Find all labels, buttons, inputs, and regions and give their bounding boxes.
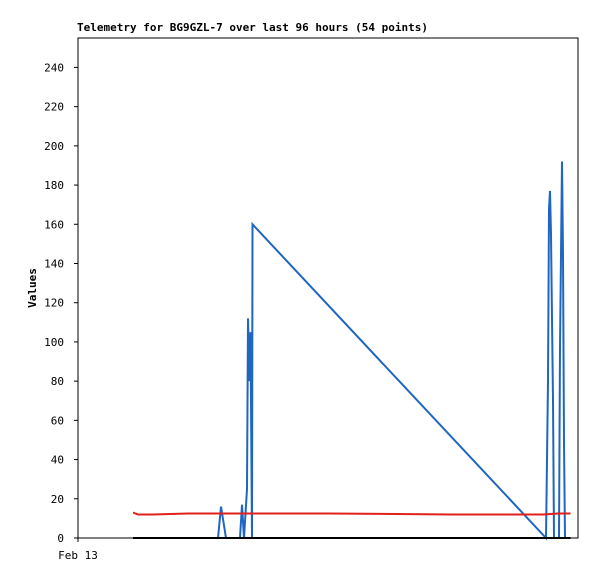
y-tick-label: 80	[51, 375, 64, 388]
y-tick-label: 220	[44, 101, 64, 114]
series-line	[132, 511, 571, 516]
series-line	[133, 161, 566, 541]
y-tick-label: 20	[51, 493, 64, 506]
y-tick-label: 100	[44, 336, 64, 349]
y-axis-label: Values	[26, 268, 39, 308]
chart-title: Telemetry for BG9GZL-7 over last 96 hour…	[77, 21, 428, 34]
y-tick-label: 240	[44, 61, 64, 74]
y-tick-label: 140	[44, 257, 64, 270]
y-tick-label: 60	[51, 414, 64, 427]
y-tick-label: 40	[51, 454, 64, 467]
y-tick-label: 180	[44, 179, 64, 192]
y-tick-label: 160	[44, 218, 64, 231]
plot-frame	[77, 37, 579, 539]
y-tick-label: 200	[44, 140, 64, 153]
y-tick-label: 0	[57, 532, 64, 545]
x-tick-label: Feb 13	[58, 549, 98, 562]
y-tick-label: 120	[44, 297, 64, 310]
